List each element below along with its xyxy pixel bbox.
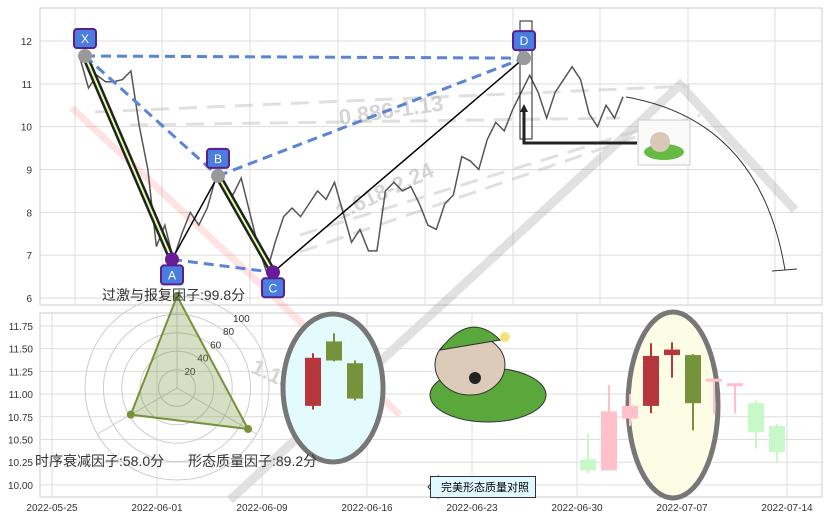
dog-nose-icon <box>469 372 481 384</box>
y-tick-label: 11 <box>22 80 33 91</box>
x-tick-label: 2022-06-23 <box>446 503 498 514</box>
y-tick-label: 10.00 <box>8 481 33 492</box>
top-plot-area <box>39 7 823 306</box>
reference-highlight-ellipse <box>280 311 386 465</box>
radar-axis <box>176 387 257 435</box>
candle-body <box>580 459 596 471</box>
pattern-point-label: D <box>520 34 529 48</box>
radar-tick-label: 60 <box>210 340 222 351</box>
radar-tick-label: 20 <box>184 367 196 378</box>
candle-body <box>664 349 680 356</box>
dog-thumbnail-head <box>650 132 670 152</box>
y-tick-label: 9 <box>26 165 32 176</box>
y-tick-label: 11.00 <box>9 390 34 401</box>
y-tick-label: 12 <box>21 37 33 48</box>
radar-factor-label: 形态质量因子:89.2分 <box>188 453 317 469</box>
radar-area <box>129 293 250 431</box>
candle-body <box>347 363 363 399</box>
candle-body <box>748 403 764 433</box>
pattern-point-badge <box>512 30 536 52</box>
candle-body <box>305 357 321 406</box>
radar-point <box>244 425 253 434</box>
radar-tick-label: 80 <box>223 327 235 338</box>
current-highlight-ellipse <box>625 309 721 501</box>
y-tick-label: 10 <box>21 123 33 134</box>
pattern-point-label: X <box>81 32 89 46</box>
y-tick-label: 10.25 <box>8 458 33 469</box>
pattern-point-badge <box>160 264 184 286</box>
x-tick-label: 2022-06-16 <box>341 503 393 514</box>
x-tick-label: 2022-07-07 <box>656 503 708 514</box>
y-tick-label: 10.75 <box>8 413 33 424</box>
candle-body <box>727 383 743 387</box>
y-tick-label: 8 <box>26 208 32 219</box>
x-tick-label: 2022-06-09 <box>236 503 288 514</box>
x-tick-label: 2022-07-14 <box>761 503 813 514</box>
fib-level-line <box>299 113 701 254</box>
hat-pompom-icon <box>500 332 510 342</box>
pattern-point-label: C <box>269 281 278 295</box>
d-zone-box <box>519 20 533 140</box>
pattern-point-marker <box>517 51 531 66</box>
dog-hat-icon <box>438 326 502 351</box>
radar-factor-label: 时序衰减因子:58.0分 <box>35 453 164 469</box>
fib-level-line <box>94 84 691 114</box>
candle-body <box>706 378 722 382</box>
projection-arc-end <box>771 268 798 272</box>
pattern-point-badge <box>206 147 230 169</box>
radar-tick-label: 40 <box>197 354 209 365</box>
radar-point <box>126 410 135 419</box>
fib-level-line <box>129 116 621 127</box>
y-tick-label: 6 <box>26 294 32 305</box>
pattern-point-marker <box>165 252 179 267</box>
y-tick-label: 11.25 <box>9 367 34 378</box>
pattern-point-marker <box>266 265 280 280</box>
candle-body <box>326 341 342 361</box>
pattern-dashed-line <box>171 257 274 274</box>
pattern-point-marker <box>211 168 225 183</box>
pattern-dashed-line <box>84 54 525 60</box>
y-tick-label: 11.75 <box>9 322 34 333</box>
y-tick-label: 11.50 <box>9 345 34 356</box>
arrow-head-icon <box>520 104 528 112</box>
fib-level-line <box>299 128 641 237</box>
pattern-dashed-line <box>217 56 525 178</box>
impulse-leg-core <box>217 175 274 273</box>
y-tick-label: 7 <box>26 251 32 262</box>
pattern-point-label: B <box>214 152 222 166</box>
pattern-point-badge <box>73 27 97 49</box>
candle-body <box>769 425 785 453</box>
candle-body <box>601 411 617 471</box>
pattern-dashed-line <box>83 54 220 178</box>
radar-tick-label: 100 <box>233 314 250 325</box>
pattern-point-badge <box>261 277 285 299</box>
target-arrow <box>522 112 637 145</box>
impulse-leg-core <box>84 55 173 260</box>
radar-point <box>173 292 181 301</box>
x-tick-label: 2022-06-01 <box>131 503 183 514</box>
candle-body <box>643 355 659 406</box>
radar-axis <box>97 387 178 435</box>
radar-factor-label: 过激与报复因子:99.8分 <box>102 287 245 303</box>
projection-arc <box>625 96 786 271</box>
pattern-point-marker <box>78 48 92 63</box>
x-tick-label: 2022-06-30 <box>551 503 603 514</box>
pattern-point-label: A <box>168 268 176 282</box>
x-tick-label: 2022-05-25 <box>26 503 78 514</box>
compare-label: 完美形态质量对照 <box>430 476 536 498</box>
y-tick-label: 10.50 <box>8 436 33 447</box>
candle-body <box>685 355 701 404</box>
candle-body <box>622 405 638 419</box>
